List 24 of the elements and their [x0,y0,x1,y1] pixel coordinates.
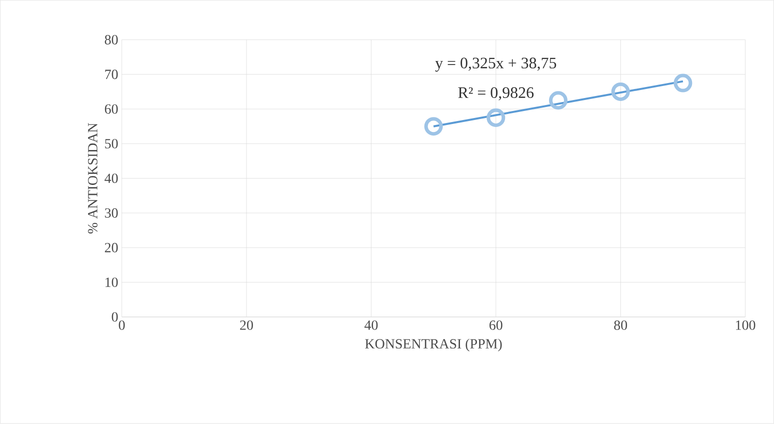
y-tick-label: 0 [112,312,118,322]
x-tick-label: 100 [736,320,756,330]
y-tick-label: 80 [104,35,118,45]
x-tick-label: 40 [364,320,378,330]
annotation: R² = 0,9826 [458,87,534,100]
y-tick-label: 40 [104,174,118,184]
y-tick-label: 60 [104,104,118,114]
y-tick-label: 50 [105,139,118,149]
y-tick-label: 70 [105,70,118,80]
point [674,74,692,92]
point [611,82,630,102]
x-axis-title: KONSENTRASI (PPM) [365,338,502,352]
point [424,117,443,136]
y-tick-label: 30 [104,208,118,218]
y-tick-label: 20 [104,243,118,252]
y-axis-title: % ANTIOKSIDAN [88,123,98,234]
x-tick-label: 60 [490,320,502,330]
x-tick-label: 20 [240,320,253,330]
annotation: y = 0,325x + 38,75 [435,58,556,72]
point [548,91,568,110]
y-tick-label: 10 [106,278,118,288]
x-tick-label: 0 [118,320,125,330]
point [486,108,506,128]
x-tick-label: 80 [614,320,628,330]
